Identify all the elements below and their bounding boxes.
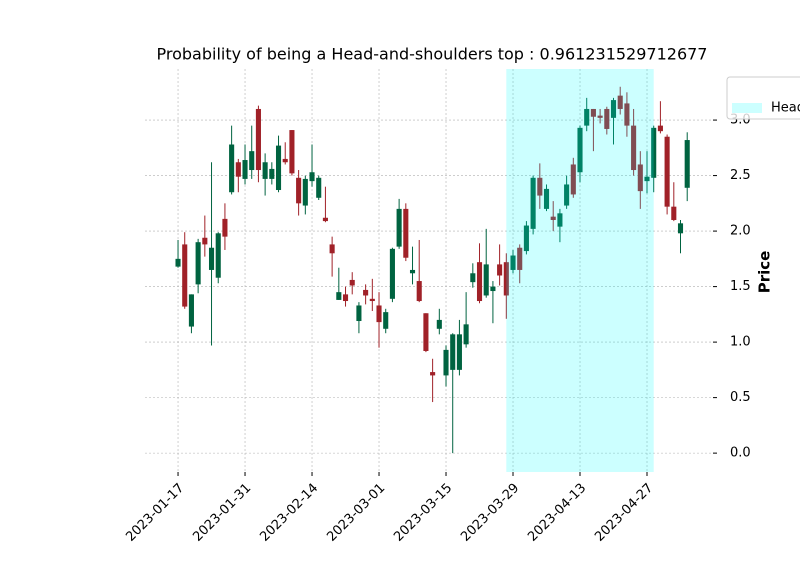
candle-body xyxy=(570,164,576,195)
x-tick-label: 2023-01-31 xyxy=(190,481,254,545)
y-tick-label: 2.5 xyxy=(730,168,751,183)
candle-body xyxy=(577,127,583,173)
candle-body xyxy=(523,225,529,252)
candle-body xyxy=(188,294,194,327)
candle-body xyxy=(550,216,556,220)
candle-body xyxy=(497,264,503,276)
candle-body xyxy=(409,269,416,274)
candle-body xyxy=(436,319,442,329)
candle-body xyxy=(296,177,302,204)
candle-body xyxy=(530,177,536,229)
candle-body xyxy=(269,168,275,179)
y-tick-label: 0.5 xyxy=(730,390,751,405)
candle-body xyxy=(289,130,295,174)
candle-body xyxy=(456,334,462,370)
x-tick-label: 2023-04-27 xyxy=(592,481,656,545)
chart-title: Probability of being a Head-and-shoulder… xyxy=(157,45,708,64)
candle-body xyxy=(483,264,489,296)
candle-body xyxy=(369,298,375,302)
candle-body xyxy=(208,247,215,270)
candle-body xyxy=(503,262,509,296)
candle-body xyxy=(235,162,241,177)
candle-body xyxy=(617,95,623,109)
candle-body xyxy=(215,233,221,278)
legend-label: Head-and-shoulders top xyxy=(771,101,800,116)
y-tick-label: 0.0 xyxy=(730,446,751,461)
candle-body xyxy=(476,262,483,302)
y-tick-label: 2.0 xyxy=(730,224,751,239)
candle-body xyxy=(644,176,650,182)
candle-body xyxy=(557,213,563,227)
candle-body xyxy=(510,255,516,270)
highlight-span xyxy=(506,69,654,472)
x-tick-label: 2023-03-01 xyxy=(324,481,388,545)
x-tick-label: 2023-04-13 xyxy=(525,481,589,545)
candle-body xyxy=(336,292,342,300)
candle-body xyxy=(684,140,690,188)
x-tick-label: 2023-03-15 xyxy=(391,481,455,545)
candle-body xyxy=(463,324,469,345)
candle-body xyxy=(597,115,603,118)
candle-body xyxy=(249,151,255,171)
candle-body xyxy=(584,108,590,126)
candle-body xyxy=(490,286,496,292)
candle-body xyxy=(329,244,335,254)
candle-body xyxy=(537,177,543,196)
legend-swatch xyxy=(732,103,762,113)
candle-body xyxy=(195,242,201,285)
candle-body xyxy=(416,281,422,302)
candle-body xyxy=(389,248,395,299)
candle-body xyxy=(430,372,436,376)
candle-body xyxy=(631,125,637,171)
candle-body xyxy=(564,184,570,206)
candle-body xyxy=(671,206,677,220)
candle-body xyxy=(182,244,188,307)
x-tick-label: 2023-02-14 xyxy=(257,481,321,545)
candle-body xyxy=(309,172,315,182)
candle-body xyxy=(657,125,663,132)
candle-body xyxy=(322,217,328,222)
candle-body xyxy=(610,100,617,118)
candle-body xyxy=(242,160,248,179)
candle-body xyxy=(543,188,550,209)
candle-body xyxy=(590,108,596,117)
candle-body xyxy=(517,247,523,270)
candle-body xyxy=(229,144,235,193)
candle-body xyxy=(604,108,610,129)
candle-body xyxy=(664,136,670,207)
candle-body xyxy=(175,258,181,267)
candle-body xyxy=(342,294,349,302)
legend: Head-and-shoulders top xyxy=(726,76,800,120)
legend-box xyxy=(726,76,800,120)
candle-body xyxy=(403,208,409,258)
candle-body xyxy=(302,178,308,206)
x-tick-label: 2023-01-17 xyxy=(123,481,187,545)
candle-body xyxy=(624,103,630,126)
candle-body xyxy=(651,127,657,178)
candle-body xyxy=(202,237,208,245)
candle-body xyxy=(275,145,282,191)
candle-body xyxy=(443,349,449,376)
candle-body xyxy=(376,305,382,323)
candle-body xyxy=(282,158,288,163)
y-tick-label: 1.5 xyxy=(730,279,751,294)
candle-body xyxy=(677,223,684,234)
candle-body xyxy=(450,334,456,370)
candle-body xyxy=(423,313,429,351)
candle-body xyxy=(349,279,355,286)
candle-body xyxy=(470,273,476,283)
y-axis-label: Price xyxy=(756,251,774,294)
candle-body xyxy=(383,312,389,329)
x-tick-label: 2023-03-29 xyxy=(458,481,522,545)
candle-body xyxy=(396,208,402,247)
candle-body xyxy=(356,305,362,322)
candle-body xyxy=(255,108,261,171)
y-tick-label: 1.0 xyxy=(730,335,751,350)
candle-body xyxy=(637,164,643,192)
candle-body xyxy=(222,218,228,237)
candle-body xyxy=(262,162,268,179)
candle-body xyxy=(316,177,322,198)
candle-body xyxy=(363,289,369,296)
